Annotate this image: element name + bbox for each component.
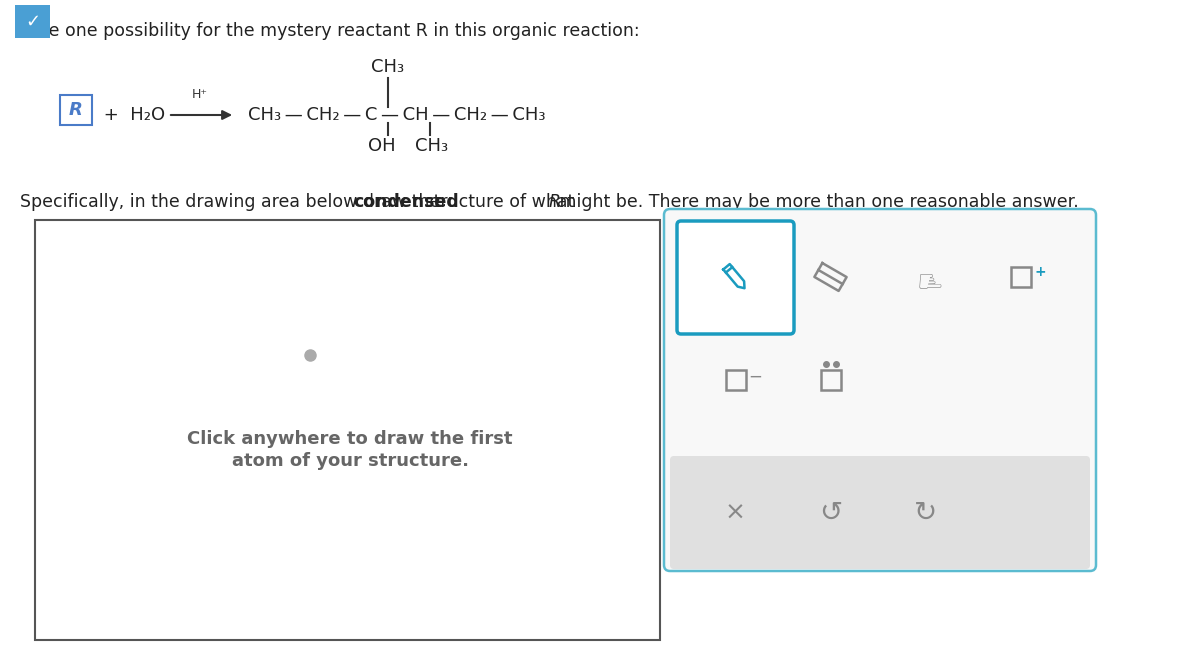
Text: H⁺: H⁺ [192,88,208,101]
Text: −: − [749,368,762,386]
Text: +: + [1034,265,1046,279]
Text: ↺: ↺ [818,499,842,526]
FancyBboxPatch shape [664,209,1096,571]
Text: CH₃: CH₃ [372,58,404,76]
Text: R: R [548,193,560,211]
Text: CH₃ — CH₂ — C — CH — CH₂ — CH₃: CH₃ — CH₂ — C — CH — CH₂ — CH₃ [248,106,546,124]
Text: Click anywhere to draw the first: Click anywhere to draw the first [187,430,512,448]
Text: ×: × [725,501,746,525]
Bar [60,95,92,125]
Text: +  H₂O: + H₂O [98,106,166,124]
Text: ↻: ↻ [914,499,937,526]
Text: R: R [70,101,83,119]
FancyBboxPatch shape [670,456,1090,569]
Text: Specifically, in the drawing area below draw the: Specifically, in the drawing area below … [20,193,445,211]
Text: structure of what: structure of what [419,193,580,211]
Bar [726,370,745,390]
Bar [14,5,50,38]
Text: OH: OH [368,137,396,155]
Text: CH₃: CH₃ [415,137,449,155]
Text: atom of your structure.: atom of your structure. [232,452,468,470]
Text: condensed: condensed [353,193,458,211]
Bar [35,220,660,640]
Text: might be. There may be more than one reasonable answer.: might be. There may be more than one rea… [554,193,1079,211]
Text: ☜: ☜ [912,262,940,291]
Text: ✓: ✓ [25,12,40,30]
FancyBboxPatch shape [677,221,794,334]
Text: Give one possibility for the mystery reactant R in this organic reaction:: Give one possibility for the mystery rea… [20,22,640,40]
Bar [821,370,840,390]
Bar [1010,267,1031,287]
